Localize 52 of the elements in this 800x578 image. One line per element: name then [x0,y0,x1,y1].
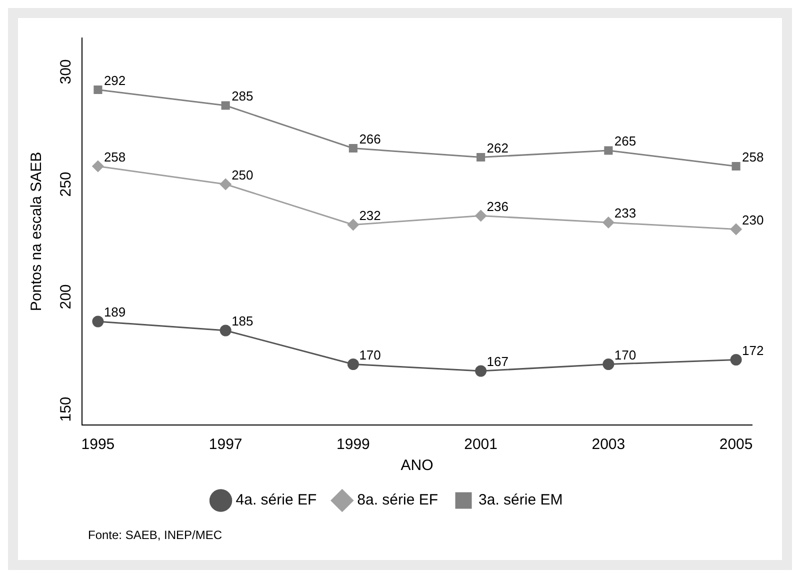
legend-label: 8a. série EF [357,492,438,509]
data-label: 258 [104,149,126,164]
data-label: 265 [614,134,636,149]
data-label: 170 [359,347,381,362]
data-label: 170 [614,347,636,362]
x-tick-label: 1999 [336,436,370,454]
point [476,152,486,162]
x-axis-title: ANO [400,457,434,474]
point [602,216,614,228]
point [602,358,614,370]
x-tick-label: 2003 [592,436,626,454]
x-tick-label: 1995 [81,436,115,454]
point [347,358,359,370]
y-axis-title: Pontos na escala SAEB [28,152,46,312]
point [732,162,740,171]
point [220,324,232,336]
point [730,224,742,235]
data-label: 189 [104,304,126,320]
point [92,160,104,172]
point [604,146,613,155]
point [220,178,232,190]
point [221,101,230,110]
legend-label: 4a. série EF [236,492,317,509]
x-tick-label: 2001 [464,436,498,454]
data-label: 236 [486,198,509,214]
data-label: 172 [742,342,764,358]
data-label: 262 [486,140,509,156]
point [94,85,102,94]
point [92,316,104,328]
source-note: Fonte: SAEB, INEP/MEC [88,528,222,542]
point [348,144,358,153]
data-label: 233 [614,206,636,221]
data-label: 230 [742,212,764,228]
y-tick-label: 300 [58,59,75,84]
legend-label: 3a. série EM [478,492,563,509]
point [475,365,487,377]
data-label: 167 [486,354,509,370]
y-tick-label: 200 [58,284,75,310]
x-tick-label: 1997 [208,436,242,454]
point [730,354,742,366]
data-label: 285 [232,88,254,104]
data-label: 258 [742,149,764,164]
point [347,219,359,230]
y-tick-label: 150 [58,396,75,422]
data-label: 250 [232,167,254,182]
data-label: 232 [359,208,381,223]
data-label: 292 [104,72,126,88]
y-tick-label: 250 [58,172,75,197]
x-tick-label: 2005 [719,436,753,454]
data-label: 185 [232,314,254,329]
point [475,210,487,222]
data-label: 266 [359,131,381,146]
